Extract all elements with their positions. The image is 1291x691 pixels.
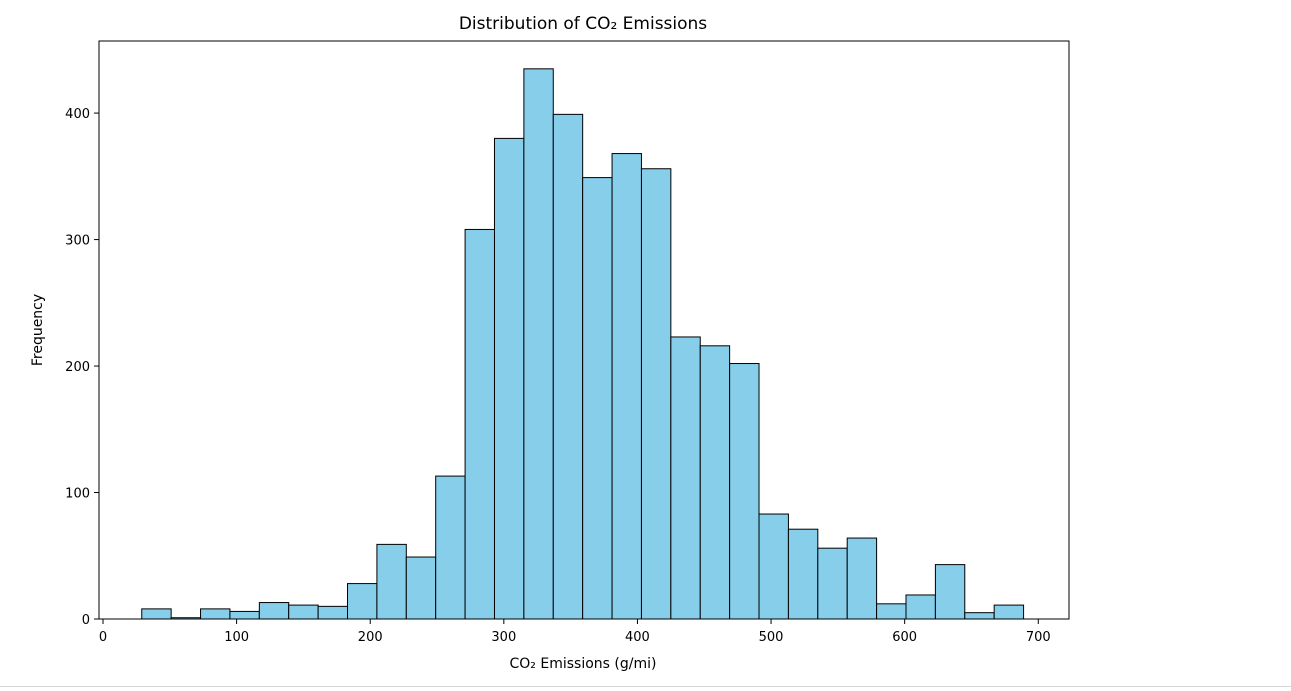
x-tick-label: 600 xyxy=(892,630,917,645)
histogram-bar xyxy=(288,604,319,620)
histogram-bar xyxy=(464,228,495,620)
page-divider xyxy=(0,686,1291,687)
histogram-bar xyxy=(552,113,584,620)
x-axis-label: CO₂ Emissions (g/mi) xyxy=(510,656,657,672)
histogram-bar xyxy=(758,513,789,620)
histogram-bar xyxy=(611,153,642,620)
histogram-bar xyxy=(376,543,407,620)
y-tick-label: 300 xyxy=(65,234,90,249)
x-tick-label: 300 xyxy=(491,630,516,645)
histogram-bar xyxy=(493,137,525,620)
x-axis-ticks: 0 100 200 300 400 500 600 700 xyxy=(99,619,1051,645)
histogram-bar xyxy=(258,602,290,620)
histogram-bar xyxy=(582,177,613,620)
histogram-bar xyxy=(141,608,172,620)
histogram-bar xyxy=(435,475,466,620)
histogram-bar xyxy=(846,537,878,620)
histogram-bar xyxy=(876,603,907,620)
chart-title: Distribution of CO₂ Emissions xyxy=(459,14,707,34)
x-tick-label: 0 xyxy=(99,630,107,645)
histogram-bar xyxy=(993,604,1025,620)
x-tick-label: 100 xyxy=(224,630,249,645)
histogram-bar xyxy=(317,605,349,620)
histogram-bar xyxy=(817,547,848,620)
histogram-bar xyxy=(640,168,672,620)
histogram-bar xyxy=(200,608,231,620)
histogram-bar xyxy=(670,336,701,620)
histogram-bar xyxy=(905,594,936,620)
y-axis-ticks: 0 100 200 300 400 xyxy=(65,107,99,628)
plot-frame xyxy=(98,40,1070,620)
histogram-bar xyxy=(347,583,378,620)
histogram-bar xyxy=(934,564,966,620)
y-tick-label: 200 xyxy=(65,360,90,375)
histogram-bar xyxy=(229,610,260,620)
bars-group xyxy=(141,68,1025,620)
histogram-bar xyxy=(699,345,731,620)
histogram-bar xyxy=(729,363,760,620)
x-tick-label: 700 xyxy=(1026,630,1051,645)
x-tick-label: 200 xyxy=(358,630,383,645)
histogram-bar xyxy=(964,612,995,620)
x-tick-label: 400 xyxy=(625,630,650,645)
histogram-bar xyxy=(405,556,437,620)
histogram-bar xyxy=(787,528,819,620)
y-axis-label: Frequency xyxy=(30,294,46,366)
y-tick-label: 400 xyxy=(65,107,90,122)
y-tick-label: 100 xyxy=(65,487,90,502)
y-tick-label: 0 xyxy=(82,613,90,628)
histogram-bar xyxy=(523,68,554,620)
x-tick-label: 500 xyxy=(759,630,784,645)
